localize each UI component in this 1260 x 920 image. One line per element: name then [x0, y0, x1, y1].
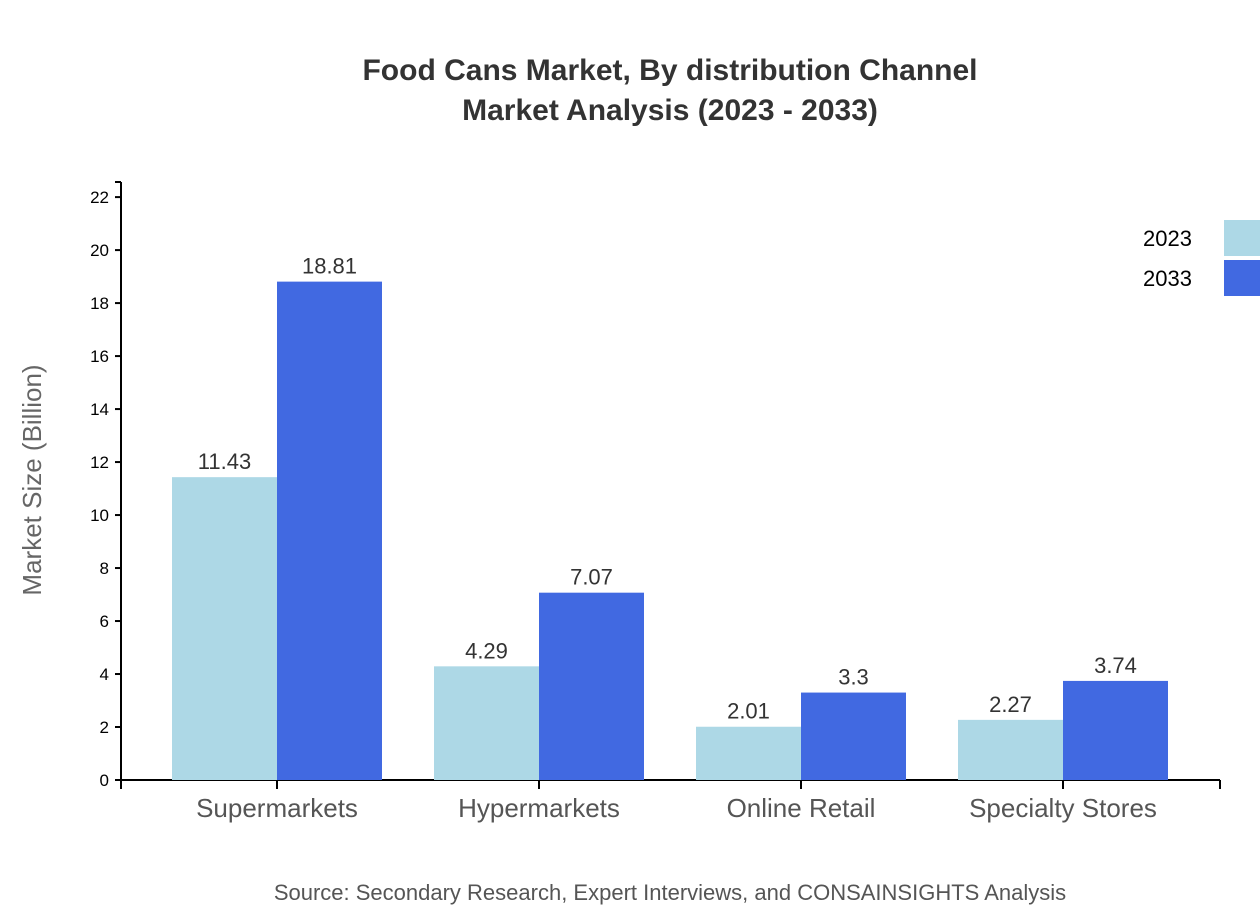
source-note: Source: Secondary Research, Expert Inter… [274, 880, 1066, 905]
y-tick-label: 10 [90, 506, 109, 525]
bar-2023-online-retail [696, 726, 801, 780]
y-tick-label: 6 [100, 612, 109, 631]
x-tick-label: Online Retail [727, 793, 876, 823]
y-tick-label: 18 [90, 294, 109, 313]
data-label: 2.27 [989, 692, 1032, 717]
bar-2033-hypermarkets [539, 592, 644, 780]
y-tick-label: 12 [90, 453, 109, 472]
data-label: 4.29 [465, 638, 508, 663]
data-label: 3.74 [1094, 653, 1137, 678]
bar-2023-supermarkets [172, 477, 277, 780]
bar-2033-online-retail [801, 692, 906, 780]
bar-2023-hypermarkets [434, 666, 539, 780]
data-label: 3.3 [838, 665, 869, 690]
y-tick-label: 20 [90, 241, 109, 260]
data-label: 7.07 [570, 565, 613, 590]
chart-subtitle: Market Analysis (2023 - 2033) [462, 94, 878, 127]
y-tick-label: 16 [90, 347, 109, 366]
x-tick-label: Specialty Stores [969, 793, 1157, 823]
x-tick-label: Hypermarkets [458, 793, 620, 823]
y-tick-label: 0 [100, 771, 109, 790]
y-tick-label: 14 [90, 400, 109, 419]
legend-label: 2023 [1143, 226, 1192, 251]
bar-2023-specialty-stores [958, 719, 1063, 780]
legend-swatch-2023 [1224, 220, 1260, 256]
y-tick-label: 4 [100, 665, 109, 684]
data-label: 2.01 [727, 699, 770, 724]
bar-2033-specialty-stores [1063, 680, 1168, 780]
legend: 2023 2033 [1143, 220, 1260, 296]
legend-swatch-2033 [1224, 260, 1260, 296]
x-axis: Supermarkets Hypermarkets Online Retail Spe… [120, 779, 1221, 823]
data-label: 11.43 [198, 449, 251, 474]
legend-label: 2033 [1143, 266, 1192, 291]
y-tick-label: 8 [100, 559, 109, 578]
chart-title: Food Cans Market, By distribution Channe… [362, 54, 977, 87]
bars: 11.43 18.81 4.29 7.07 2.01 3.3 2.27 3.74 [172, 254, 1168, 780]
x-tick-label: Supermarkets [196, 793, 358, 823]
y-axis-label: Market Size (Billion) [17, 364, 47, 595]
y-tick-label: 2 [100, 718, 109, 737]
bar-2033-supermarkets [277, 281, 382, 780]
data-label: 18.81 [302, 254, 357, 279]
y-axis: 0 2 4 6 8 10 12 14 16 18 20 22 [90, 181, 122, 790]
y-tick-label: 22 [90, 188, 109, 207]
